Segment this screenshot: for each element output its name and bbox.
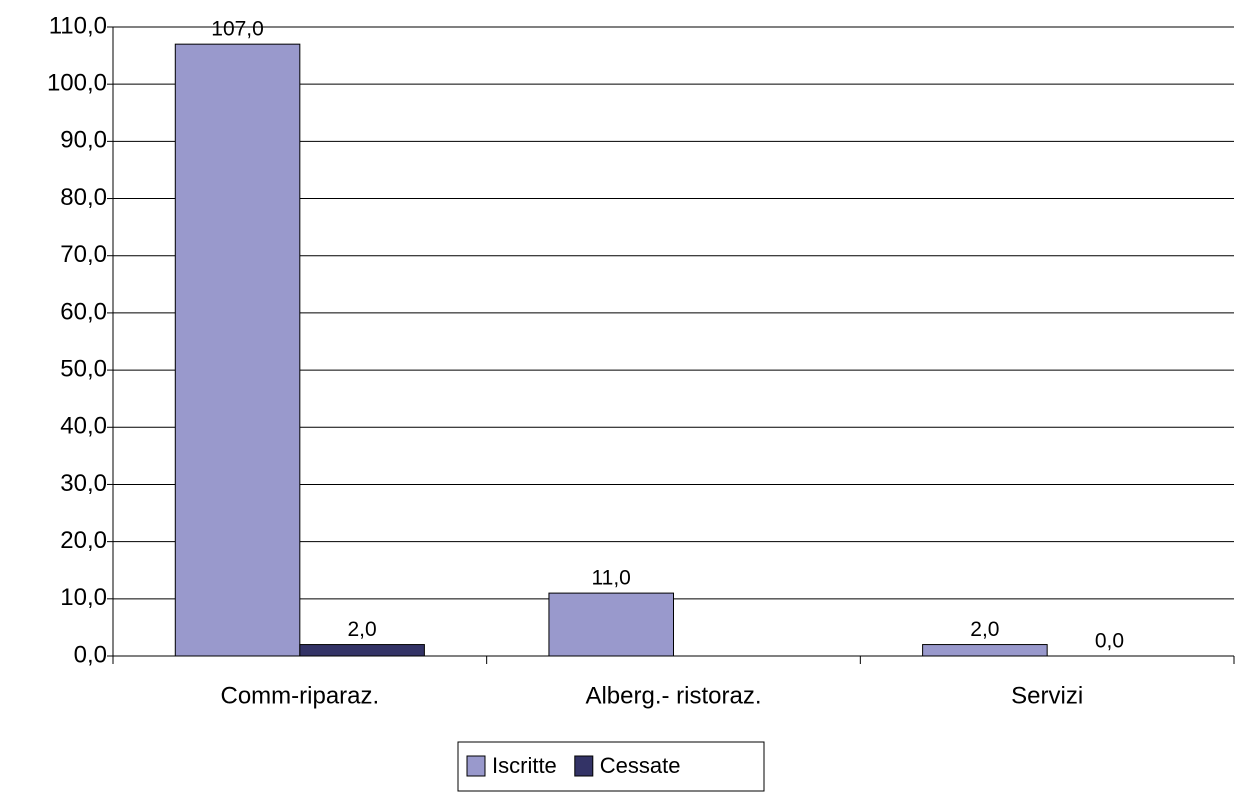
- legend-box: [457, 741, 765, 792]
- value-label: 11,0: [592, 567, 631, 590]
- value-label: 107,0: [211, 18, 264, 41]
- value-label: 2,0: [970, 618, 999, 641]
- legend-swatch: [574, 755, 594, 777]
- y-tick-label: 90,0: [60, 127, 107, 154]
- y-tick-label: 80,0: [60, 184, 107, 211]
- y-tick-label: 30,0: [60, 470, 107, 497]
- y-tick-label: 0,0: [74, 641, 107, 668]
- bar: [299, 644, 425, 657]
- y-tick-label: 50,0: [60, 355, 107, 382]
- y-tick-label: 10,0: [60, 584, 107, 611]
- bar: [548, 592, 675, 657]
- y-tick-label: 20,0: [60, 527, 107, 554]
- y-tick-label: 100,0: [47, 70, 107, 97]
- y-tick-label: 110,0: [49, 12, 107, 39]
- value-label: 2,0: [348, 618, 377, 641]
- y-tick-label: 40,0: [60, 413, 107, 440]
- bar: [922, 644, 1048, 657]
- legend-swatch: [466, 755, 486, 777]
- bar: [174, 43, 301, 657]
- y-tick-label: 70,0: [60, 241, 107, 268]
- x-tick-label: Comm-riparaz.: [220, 682, 379, 709]
- x-tick-label: Alberg.- ristoraz.: [585, 682, 761, 709]
- legend-label: Cessate: [600, 753, 681, 778]
- y-tick-label: 60,0: [60, 298, 107, 325]
- value-label: 0,0: [1095, 630, 1124, 653]
- x-tick-label: Servizi: [1011, 682, 1083, 709]
- legend-label: Iscritte: [492, 753, 557, 778]
